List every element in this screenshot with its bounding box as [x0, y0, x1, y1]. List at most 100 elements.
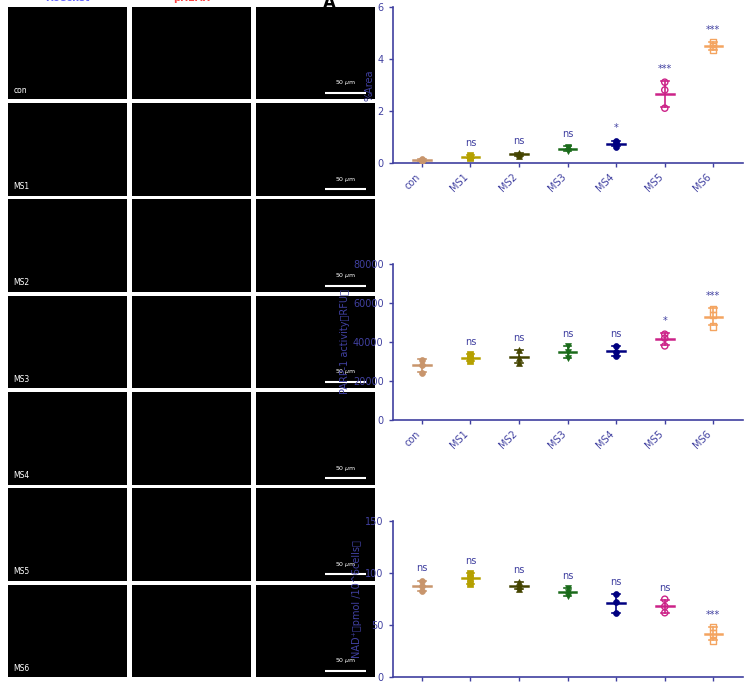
Point [464, 348, 476, 359]
Text: MS3: MS3 [13, 375, 30, 384]
Text: ns: ns [562, 329, 573, 339]
Text: Hoechst: Hoechst [45, 0, 89, 3]
Point [610, 350, 622, 361]
Point [707, 44, 719, 55]
Point [464, 150, 476, 161]
Point [513, 583, 525, 594]
Point [658, 77, 670, 88]
Text: ns: ns [610, 329, 622, 339]
Text: *: * [614, 124, 619, 133]
Point [610, 137, 622, 148]
Point [416, 586, 428, 596]
Point [416, 580, 428, 591]
Point [610, 346, 622, 357]
Point [707, 628, 719, 639]
Point [513, 150, 525, 161]
Text: ***: *** [706, 609, 721, 620]
Text: ns: ns [513, 135, 525, 146]
Point [464, 352, 476, 363]
Text: MS6: MS6 [13, 663, 30, 672]
Text: 50 $\mu$m: 50 $\mu$m [334, 656, 356, 665]
Point [707, 622, 719, 633]
Point [707, 635, 719, 646]
Point [658, 607, 670, 618]
Point [464, 568, 476, 579]
Text: ns: ns [562, 570, 573, 581]
Point [610, 597, 622, 608]
Text: 50 $\mu$m: 50 $\mu$m [334, 560, 356, 569]
Point [416, 368, 428, 379]
Point [562, 582, 574, 593]
Point [658, 332, 670, 343]
Point [658, 341, 670, 352]
Point [707, 309, 719, 320]
Text: 50 $\mu$m: 50 $\mu$m [334, 79, 356, 88]
Point [464, 153, 476, 163]
Text: 50 $\mu$m: 50 $\mu$m [334, 174, 356, 184]
Text: MS2: MS2 [13, 278, 29, 287]
Y-axis label: %Area: %Area [364, 69, 375, 101]
Text: ns: ns [513, 565, 525, 575]
Point [562, 590, 574, 601]
Text: A: A [322, 0, 335, 12]
Text: C: C [322, 509, 335, 527]
Text: ns: ns [465, 337, 476, 347]
Point [562, 346, 574, 357]
Point [658, 594, 670, 605]
Point [416, 354, 428, 365]
Text: ns: ns [659, 583, 670, 593]
Point [658, 103, 670, 114]
Point [562, 141, 574, 152]
Point [513, 358, 525, 369]
Point [464, 573, 476, 584]
Point [610, 607, 622, 618]
Text: 50 $\mu$m: 50 $\mu$m [334, 367, 356, 376]
Point [464, 356, 476, 367]
Text: MS4: MS4 [13, 471, 30, 480]
Text: MS5: MS5 [13, 567, 30, 576]
Text: MS1: MS1 [13, 182, 29, 191]
Point [562, 143, 574, 154]
Point [513, 576, 525, 587]
Text: 50 $\mu$m: 50 $\mu$m [334, 271, 356, 280]
Point [658, 329, 670, 340]
Y-axis label: PARP-1 activity（RFU）: PARP-1 activity（RFU） [340, 289, 350, 395]
Text: *: * [662, 316, 668, 326]
Text: pH2AX: pH2AX [172, 0, 210, 3]
Text: ns: ns [610, 577, 622, 587]
Point [658, 601, 670, 612]
Point [610, 341, 622, 352]
Point [464, 152, 476, 163]
Text: ns: ns [465, 138, 476, 148]
Point [707, 304, 719, 315]
Point [658, 85, 670, 96]
Point [416, 153, 428, 164]
Text: ns: ns [416, 564, 428, 573]
Y-axis label: NAD⁺（pmol /10^6cells）: NAD⁺（pmol /10^6cells） [352, 540, 362, 658]
Point [464, 578, 476, 589]
Point [513, 344, 525, 355]
Point [416, 154, 428, 165]
Point [707, 40, 719, 51]
Point [513, 352, 525, 363]
Point [707, 36, 719, 47]
Point [610, 135, 622, 146]
Text: Merge: Merge [298, 0, 332, 3]
Point [562, 352, 574, 363]
Point [610, 588, 622, 599]
Point [416, 575, 428, 586]
Point [562, 586, 574, 597]
Text: ns: ns [513, 333, 525, 343]
Text: ***: *** [658, 64, 672, 74]
Text: ns: ns [465, 556, 476, 566]
Text: ns: ns [562, 129, 573, 140]
Point [416, 155, 428, 166]
Text: ***: *** [706, 291, 721, 301]
Point [416, 360, 428, 371]
Text: con: con [13, 86, 27, 95]
Point [562, 341, 574, 352]
Point [707, 321, 719, 332]
Point [610, 141, 622, 152]
Point [513, 149, 525, 160]
Text: B: B [322, 252, 335, 269]
